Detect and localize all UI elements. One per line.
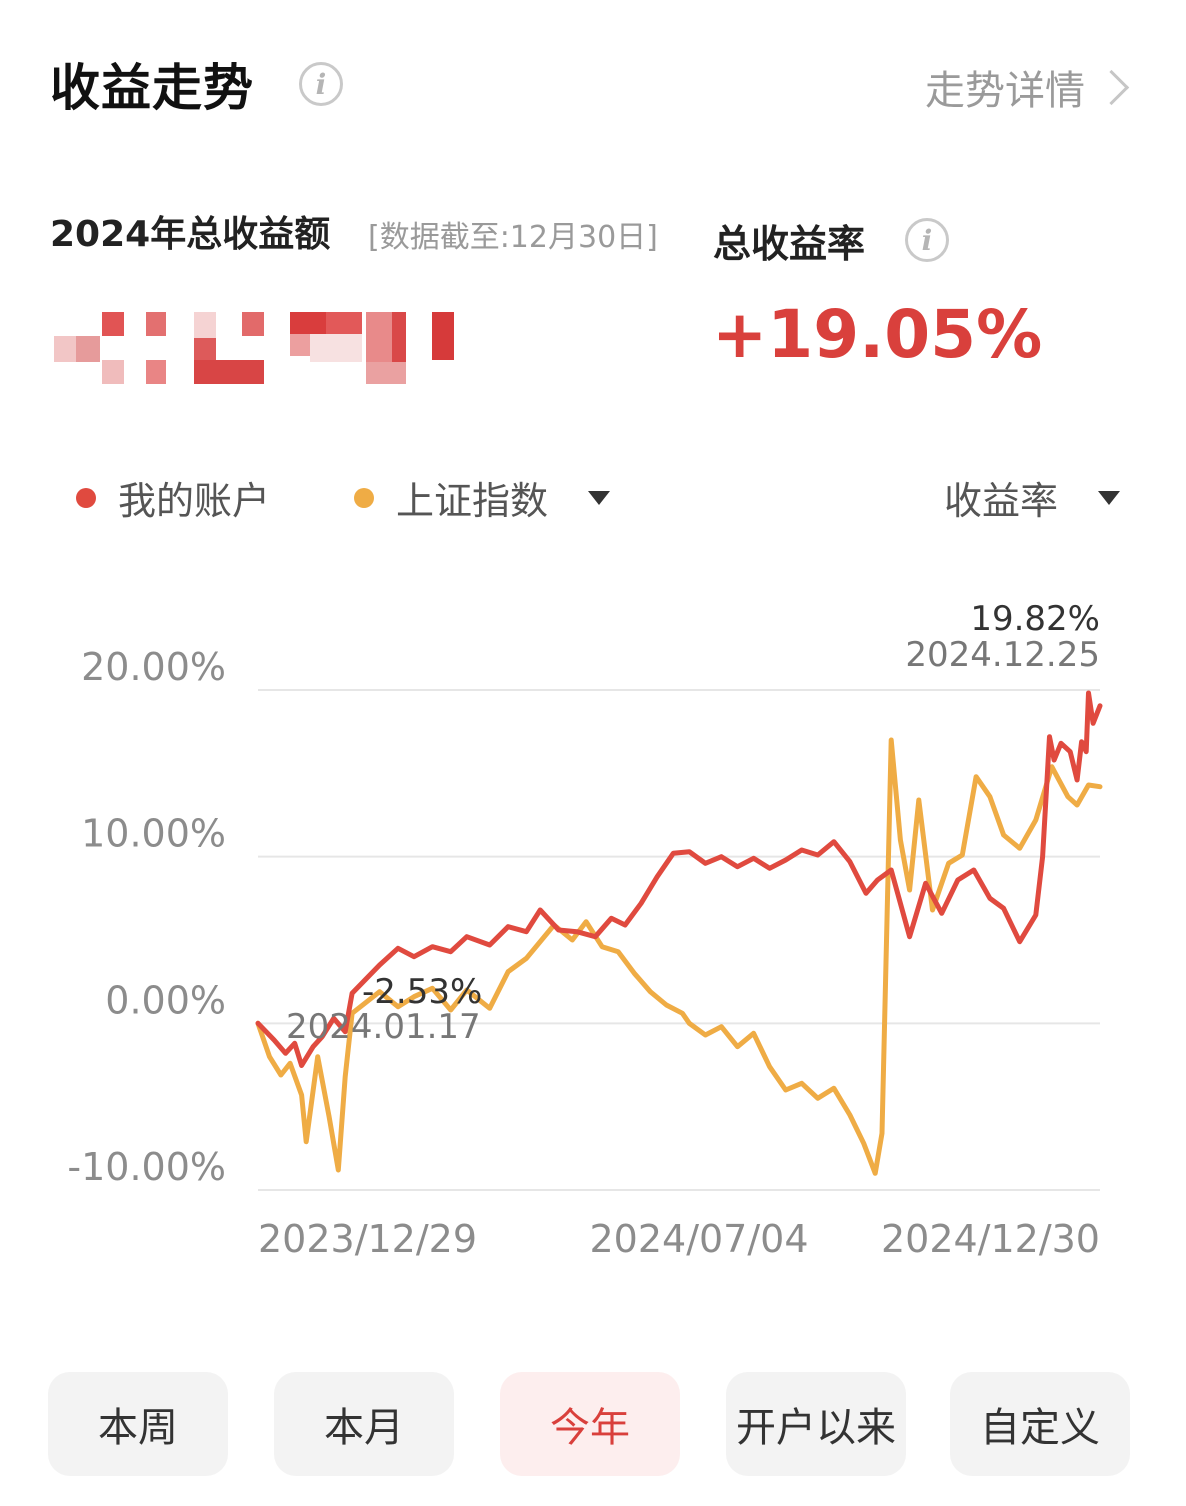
series-line: [255, 737, 1103, 1176]
x-tick-label: 2024/12/30: [881, 1217, 1100, 1261]
y-tick-label: 10.00%: [81, 812, 226, 856]
y-tick-label: 0.00%: [105, 978, 226, 1022]
range-week-button[interactable]: 本周: [48, 1372, 228, 1476]
redacted-amount-mosaic: [54, 312, 454, 384]
page-title: 收益走势: [50, 59, 254, 117]
return-chart: 20.00% 10.00% 0.00% -10.00% 2023/12/29 2024/0…: [67, 599, 1103, 1261]
max-annotation-date: 2024.12.25: [905, 635, 1100, 675]
dropdown-triangle-icon: [588, 490, 611, 505]
dropdown-triangle-icon: [1098, 490, 1121, 505]
y-tick-label: 20.00%: [81, 645, 226, 689]
range-year-button[interactable]: 今年: [500, 1372, 680, 1476]
orange-dot-icon: [354, 487, 374, 508]
metric-label: 收益率: [944, 479, 1059, 523]
range-custom-button[interactable]: 自定义: [950, 1372, 1130, 1476]
trend-detail-link[interactable]: 走势详情: [925, 58, 1130, 116]
series-line: [255, 690, 1103, 1068]
legend-my-account-label: 我的账户: [118, 479, 271, 523]
total-earnings-label: 2024年总收益额: [50, 214, 331, 255]
y-tick-label: -10.00%: [67, 1145, 226, 1189]
legend-index-selector[interactable]: 上证指数: [354, 470, 611, 525]
x-tick-label: 2024/07/04: [589, 1217, 808, 1261]
data-cutoff-note: [数据截至:12月30日]: [368, 220, 658, 255]
legend-my-account[interactable]: 我的账户: [76, 470, 270, 525]
range-since-open-button[interactable]: 开户以来: [726, 1372, 906, 1476]
min-annotation-date: 2024.01.17: [286, 1007, 481, 1047]
min-annotation-value: -2.53%: [362, 972, 482, 1012]
legend-index-label: 上证指数: [396, 479, 549, 523]
info-icon[interactable]: i: [299, 62, 343, 106]
trend-detail-label: 走势详情: [925, 68, 1085, 114]
range-month-button[interactable]: 本月: [274, 1372, 454, 1476]
max-annotation-value: 19.82%: [970, 599, 1100, 639]
x-tick-label: 2023/12/29: [258, 1217, 477, 1261]
total-return-rate-label: 总收益率: [713, 222, 866, 266]
rate-info-icon[interactable]: i: [905, 218, 949, 262]
total-return-rate-value: +19.05%: [712, 296, 1043, 373]
metric-selector[interactable]: 收益率: [944, 470, 1121, 525]
red-dot-icon: [76, 487, 96, 508]
chevron-right-icon: [1093, 69, 1130, 105]
